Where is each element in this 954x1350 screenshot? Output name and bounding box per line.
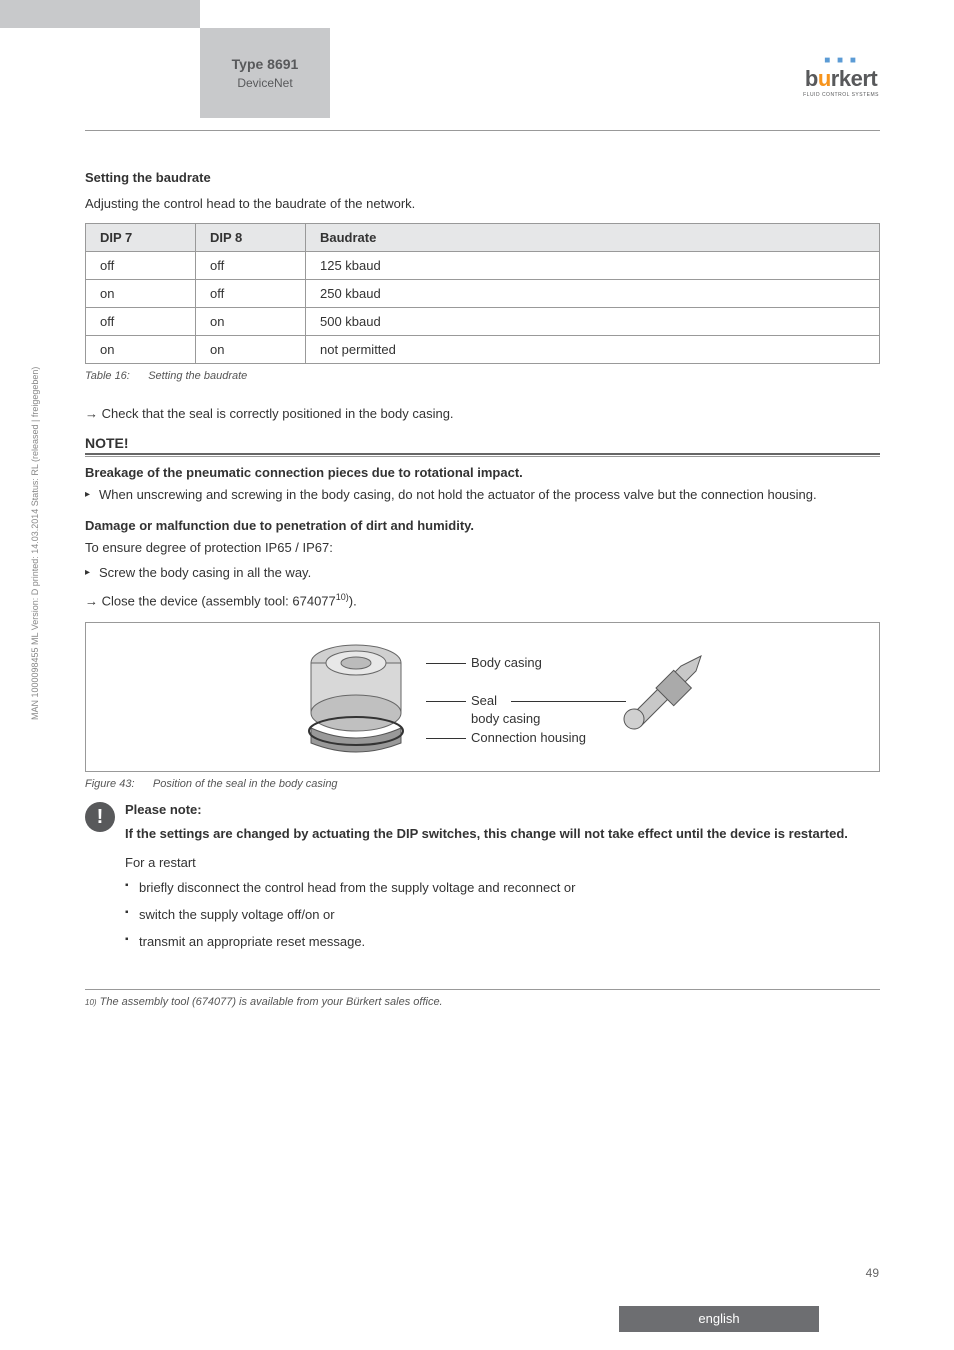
note-screw-bullet: ▸ Screw the body casing in all the way. (85, 564, 880, 582)
td: not permitted (306, 336, 880, 364)
table-caption: Table 16: Setting the baudrate (85, 370, 880, 382)
top-grey-strip (0, 0, 200, 28)
leader-line (426, 738, 466, 739)
please-note-block: ! Please note: If the settings are chang… (85, 802, 880, 961)
close-post: ). (349, 593, 357, 608)
th-baudrate: Baudrate (306, 224, 880, 252)
figure-caption: Figure 43: Position of the seal in the b… (85, 778, 880, 790)
leader-line (426, 701, 466, 702)
arrow-icon: → (85, 406, 102, 421)
header-rule (85, 130, 880, 131)
td: on (196, 336, 306, 364)
logo-text: burkert (803, 66, 879, 92)
note-rule-thick (85, 453, 880, 455)
note-damage: Damage or malfunction due to penetration… (85, 518, 880, 533)
restart-bullet-1: briefly disconnect the control head from… (125, 880, 880, 895)
triangle-bullet-icon: ▸ (85, 488, 90, 502)
language-tab: english (619, 1306, 819, 1332)
footnote-rule (85, 989, 880, 990)
close-device-line: → Close the device (assembly tool: 67407… (85, 592, 880, 608)
leader-line (511, 701, 626, 702)
restart-bullet-3: transmit an appropriate reset message. (125, 934, 880, 949)
restart-label: For a restart (125, 855, 880, 870)
figure-caption-label: Figure 43: (85, 778, 135, 790)
fig-label-body: Body casing (471, 655, 542, 670)
fig-label-seal: Seal (471, 693, 497, 708)
close-sup: 10) (336, 592, 349, 602)
note-breakage: Breakage of the pneumatic connection pie… (85, 465, 880, 480)
td: 500 kbaud (306, 308, 880, 336)
close-pre: Close the device (assembly tool: 674077 (102, 593, 336, 608)
table-row: off on 500 kbaud (86, 308, 880, 336)
footnote-num: 10) (85, 998, 97, 1007)
arrow-icon: → (85, 593, 102, 608)
header-type: Type 8691 (200, 56, 330, 72)
note-screw-text: Screw the body casing in all the way. (99, 565, 311, 580)
side-metadata: MAN 1000098455 ML Version: D printed: 14… (30, 367, 40, 720)
logo-subtext: FLUID CONTROL SYSTEMS (803, 92, 879, 98)
page-number: 49 (866, 1266, 879, 1280)
main-content: Setting the baudrate Adjusting the contr… (85, 170, 880, 1008)
note-title: NOTE! (85, 435, 880, 451)
table-caption-label: Table 16: (85, 370, 130, 382)
td: off (86, 252, 196, 280)
please-note-content: Please note: If the settings are changed… (125, 802, 880, 961)
figure-caption-text: Position of the seal in the body casing (153, 778, 338, 790)
exclamation-icon: ! (85, 802, 115, 832)
td: on (86, 336, 196, 364)
baudrate-table: DIP 7 DIP 8 Baudrate off off 125 kbaud o… (85, 223, 880, 364)
th-dip8: DIP 8 (196, 224, 306, 252)
td: off (196, 252, 306, 280)
device-illustration (286, 633, 426, 763)
logo-dots-icon: ■ ■ ■ (803, 55, 879, 66)
figure-box: Body casing Seal body casing Connection … (85, 622, 880, 772)
footnote: 10) The assembly tool (674077) is availa… (85, 996, 880, 1008)
please-note-title: Please note: (125, 802, 880, 817)
td: off (196, 280, 306, 308)
header-subtitle: DeviceNet (200, 76, 330, 90)
note-ensure: To ensure degree of protection IP65 / IP… (85, 539, 880, 557)
th-dip7: DIP 7 (86, 224, 196, 252)
please-note-text: If the settings are changed by actuating… (125, 825, 880, 843)
td: on (196, 308, 306, 336)
burkert-logo: ■ ■ ■ burkert FLUID CONTROL SYSTEMS (803, 55, 879, 98)
check-seal-line: → Check that the seal is correctly posit… (85, 406, 880, 421)
table-row: off off 125 kbaud (86, 252, 880, 280)
table-row: on off 250 kbaud (86, 280, 880, 308)
table-header-row: DIP 7 DIP 8 Baudrate (86, 224, 880, 252)
tool-illustration (606, 641, 716, 751)
header-block: Type 8691 DeviceNet (200, 28, 330, 118)
td: on (86, 280, 196, 308)
fig-label-seal2: body casing (471, 711, 540, 726)
td: 250 kbaud (306, 280, 880, 308)
note-breakage-text: When unscrewing and screwing in the body… (99, 487, 817, 502)
leader-line (426, 663, 466, 664)
top-bar (0, 0, 954, 28)
setting-baudrate-desc: Adjusting the control head to the baudra… (85, 195, 880, 213)
setting-baudrate-title: Setting the baudrate (85, 170, 880, 185)
note-rule-thin (85, 456, 880, 457)
restart-bullet-2: switch the supply voltage off/on or (125, 907, 880, 922)
fig-label-conn: Connection housing (471, 730, 586, 745)
table-row: on on not permitted (86, 336, 880, 364)
table-caption-text: Setting the baudrate (148, 370, 247, 382)
note-breakage-bullet: ▸ When unscrewing and screwing in the bo… (85, 486, 880, 504)
td: off (86, 308, 196, 336)
triangle-bullet-icon: ▸ (85, 566, 90, 580)
td: 125 kbaud (306, 252, 880, 280)
check-seal-text: Check that the seal is correctly positio… (102, 406, 454, 421)
footnote-text: The assembly tool (674077) is available … (100, 996, 443, 1008)
